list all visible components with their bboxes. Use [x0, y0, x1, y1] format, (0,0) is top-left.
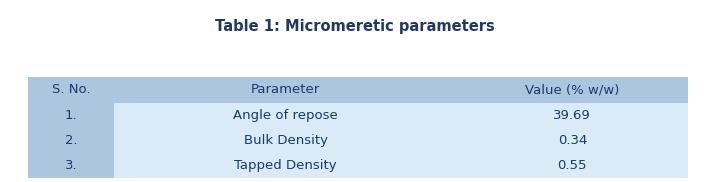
- Text: Tapped Density: Tapped Density: [234, 159, 337, 172]
- Text: S. No.: S. No.: [52, 84, 91, 96]
- Text: Parameter: Parameter: [251, 84, 320, 96]
- Text: 0.55: 0.55: [557, 159, 587, 172]
- Text: Value (% w/w): Value (% w/w): [525, 84, 620, 96]
- Text: Angle of repose: Angle of repose: [233, 109, 338, 122]
- Text: 3.: 3.: [65, 159, 77, 172]
- Text: 0.34: 0.34: [558, 134, 587, 147]
- Text: 1.: 1.: [65, 109, 77, 122]
- Text: Table 1: Micromeretic parameters: Table 1: Micromeretic parameters: [215, 19, 494, 34]
- Text: 2.: 2.: [65, 134, 77, 147]
- Text: Bulk Density: Bulk Density: [243, 134, 328, 147]
- Text: 39.69: 39.69: [554, 109, 591, 122]
